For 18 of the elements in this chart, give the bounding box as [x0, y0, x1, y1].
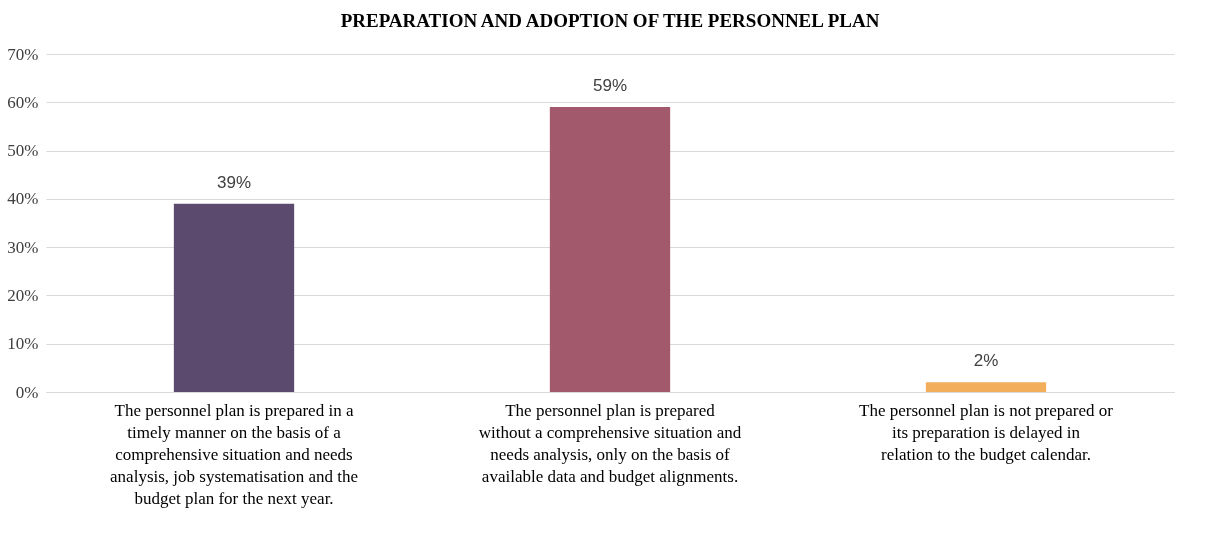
y-tick-label: 60% [7, 92, 39, 112]
y-tick-label: 70% [7, 44, 39, 64]
x-tick-label: The personnel plan is prepared without a comprehensive situation and needs analysis, only on the basis of available data and budget alignments. [478, 400, 742, 486]
data-label: 39% [216, 172, 252, 192]
y-tick-label: 20% [7, 285, 39, 305]
data-label: 59% [592, 76, 628, 96]
y-tick-label: 10% [7, 334, 39, 354]
bar [925, 382, 1047, 392]
bar [173, 203, 295, 392]
bar [549, 107, 671, 392]
chart-title: PREPARATION AND ADOPTION OF THE PERSONNEL PLAN [340, 10, 880, 31]
y-tick-label: 0% [15, 382, 39, 402]
data-label: 2% [973, 351, 999, 371]
x-tick-label: The personnel plan is prepared in a timely manner on the basis of a comprehensive situation and needs analysis, job systematisation and the budget plan for the next year. [110, 400, 358, 508]
y-tick-label: 50% [7, 141, 39, 161]
y-tick-label: 30% [7, 237, 39, 257]
x-tick-label: The personnel plan is not prepared or its preparation is delayed in relation to the budget calendar. [859, 400, 1114, 464]
y-tick-label: 40% [7, 189, 39, 209]
